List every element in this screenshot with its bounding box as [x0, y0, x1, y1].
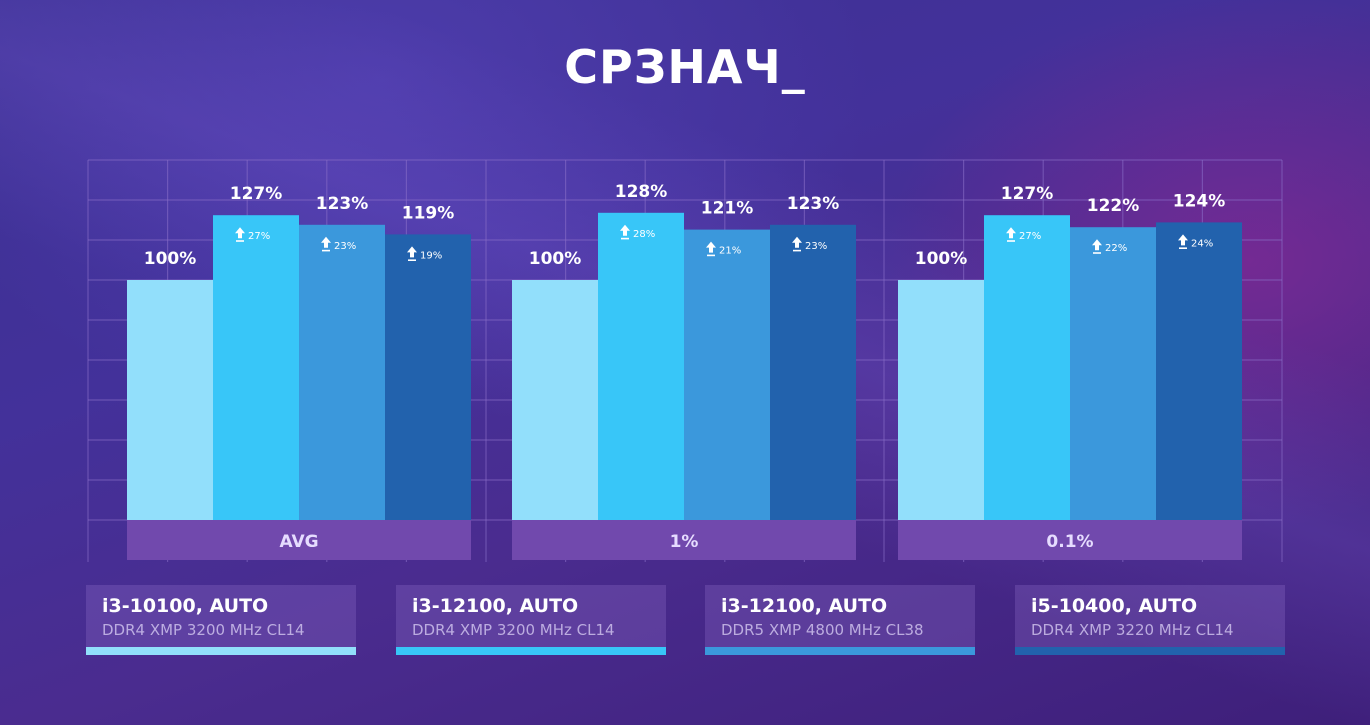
up-arrow-icon [792, 236, 802, 252]
up-arrow-shape [706, 241, 716, 253]
data-label: 100% [529, 249, 582, 269]
gain-label: 27% [248, 231, 270, 242]
gain-label: 24% [1191, 238, 1213, 249]
up-arrow-underline [621, 237, 629, 240]
legend-item-name: i3-12100, AUTO [412, 595, 579, 617]
gain-label: 23% [334, 241, 356, 252]
legend-color-swatch [1015, 647, 1285, 655]
bar-group-3: 100% 127% 27% 122% 22% 124% 24% 0.1% [898, 184, 1242, 560]
category-band [898, 520, 1242, 560]
up-arrow-shape [620, 224, 630, 236]
up-arrow-underline [1179, 247, 1187, 249]
legend-item: i3-10100, AUTO DDR4 XMP 3200 MHz CL14 [86, 585, 356, 655]
legend-item-name: i5-10400, AUTO [1031, 595, 1198, 617]
gain-label: 19% [420, 250, 442, 261]
up-arrow-shape [1092, 239, 1102, 251]
data-label: 127% [1001, 184, 1054, 204]
data-label: 119% [402, 203, 455, 223]
up-arrow-underline [1007, 240, 1015, 242]
bar [598, 212, 684, 521]
bar [385, 234, 471, 520]
up-arrow-shape [407, 246, 417, 258]
up-arrow-underline [793, 249, 801, 252]
bar [898, 280, 984, 520]
data-label: 121% [701, 199, 754, 219]
bar [770, 224, 856, 521]
category-label: 0.1% [1046, 532, 1093, 552]
up-arrow-underline [236, 240, 244, 242]
up-arrow-icon [321, 236, 331, 252]
data-label: 100% [915, 249, 968, 269]
up-arrow-icon [706, 241, 716, 257]
legend-item: i3-12100, AUTO DDR4 XMP 3200 MHz CL14 [396, 585, 666, 655]
up-arrow-icon [235, 227, 245, 242]
category-label: AVG [279, 532, 318, 552]
gain-label: 21% [719, 246, 741, 257]
legend-color-swatch [396, 647, 666, 655]
up-arrow-shape [321, 236, 331, 248]
gain-label: 28% [633, 229, 655, 240]
legend-color-swatch [86, 647, 356, 655]
data-label: 100% [144, 249, 197, 269]
legend-item: i3-12100, AUTO DDR5 XMP 4800 MHz CL38 [705, 585, 975, 655]
legend-item: i5-10400, AUTO DDR4 XMP 3220 MHz CL14 [1015, 585, 1285, 655]
up-arrow-shape [1178, 234, 1188, 246]
gain-label: 22% [1105, 243, 1127, 254]
bar [1070, 227, 1156, 520]
bar-group-2: 100% 128% 28% 121% 21% 123% 23% 1% [512, 182, 856, 560]
category-band [127, 520, 471, 560]
up-arrow-icon [1178, 234, 1188, 249]
legend-item-name: i3-12100, AUTO [721, 595, 888, 617]
legend-item-subtitle: DDR4 XMP 3200 MHz CL14 [412, 621, 615, 639]
legend-color-swatch [705, 647, 975, 655]
gain-label: 23% [805, 241, 827, 252]
bar [299, 224, 385, 521]
up-arrow-underline [1093, 252, 1101, 254]
bar [684, 229, 770, 520]
chart-title: СРЗНАЧ_ [564, 40, 806, 94]
legend-item-subtitle: DDR5 XMP 4800 MHz CL38 [721, 621, 924, 639]
up-arrow-underline [707, 254, 715, 257]
data-label: 128% [615, 182, 668, 202]
up-arrow-shape [235, 227, 245, 239]
data-label: 124% [1173, 191, 1226, 211]
legend-item-subtitle: DDR4 XMP 3200 MHz CL14 [102, 621, 305, 639]
category-label: 1% [670, 532, 699, 552]
bar [984, 215, 1070, 520]
legend-item-subtitle: DDR4 XMP 3220 MHz CL14 [1031, 621, 1234, 639]
gain-label: 27% [1019, 231, 1041, 242]
up-arrow-shape [1006, 227, 1016, 239]
data-label: 123% [787, 194, 840, 214]
bar [512, 280, 598, 520]
category-band [512, 520, 856, 560]
up-arrow-shape [792, 236, 802, 248]
up-arrow-icon [1092, 239, 1102, 254]
bar [127, 280, 213, 520]
bar [213, 215, 299, 520]
data-label: 122% [1087, 196, 1140, 216]
up-arrow-icon [407, 246, 417, 261]
up-arrow-icon [1006, 227, 1016, 242]
data-label: 127% [230, 184, 283, 204]
up-arrow-underline [322, 249, 330, 252]
bar-group-1: 100% 127% 27% 123% 23% 119% 19% AVG [127, 184, 471, 560]
bar [1156, 222, 1242, 520]
up-arrow-icon [620, 224, 630, 240]
up-arrow-underline [408, 259, 416, 261]
data-label: 123% [316, 194, 369, 214]
legend-item-name: i3-10100, AUTO [102, 595, 269, 617]
